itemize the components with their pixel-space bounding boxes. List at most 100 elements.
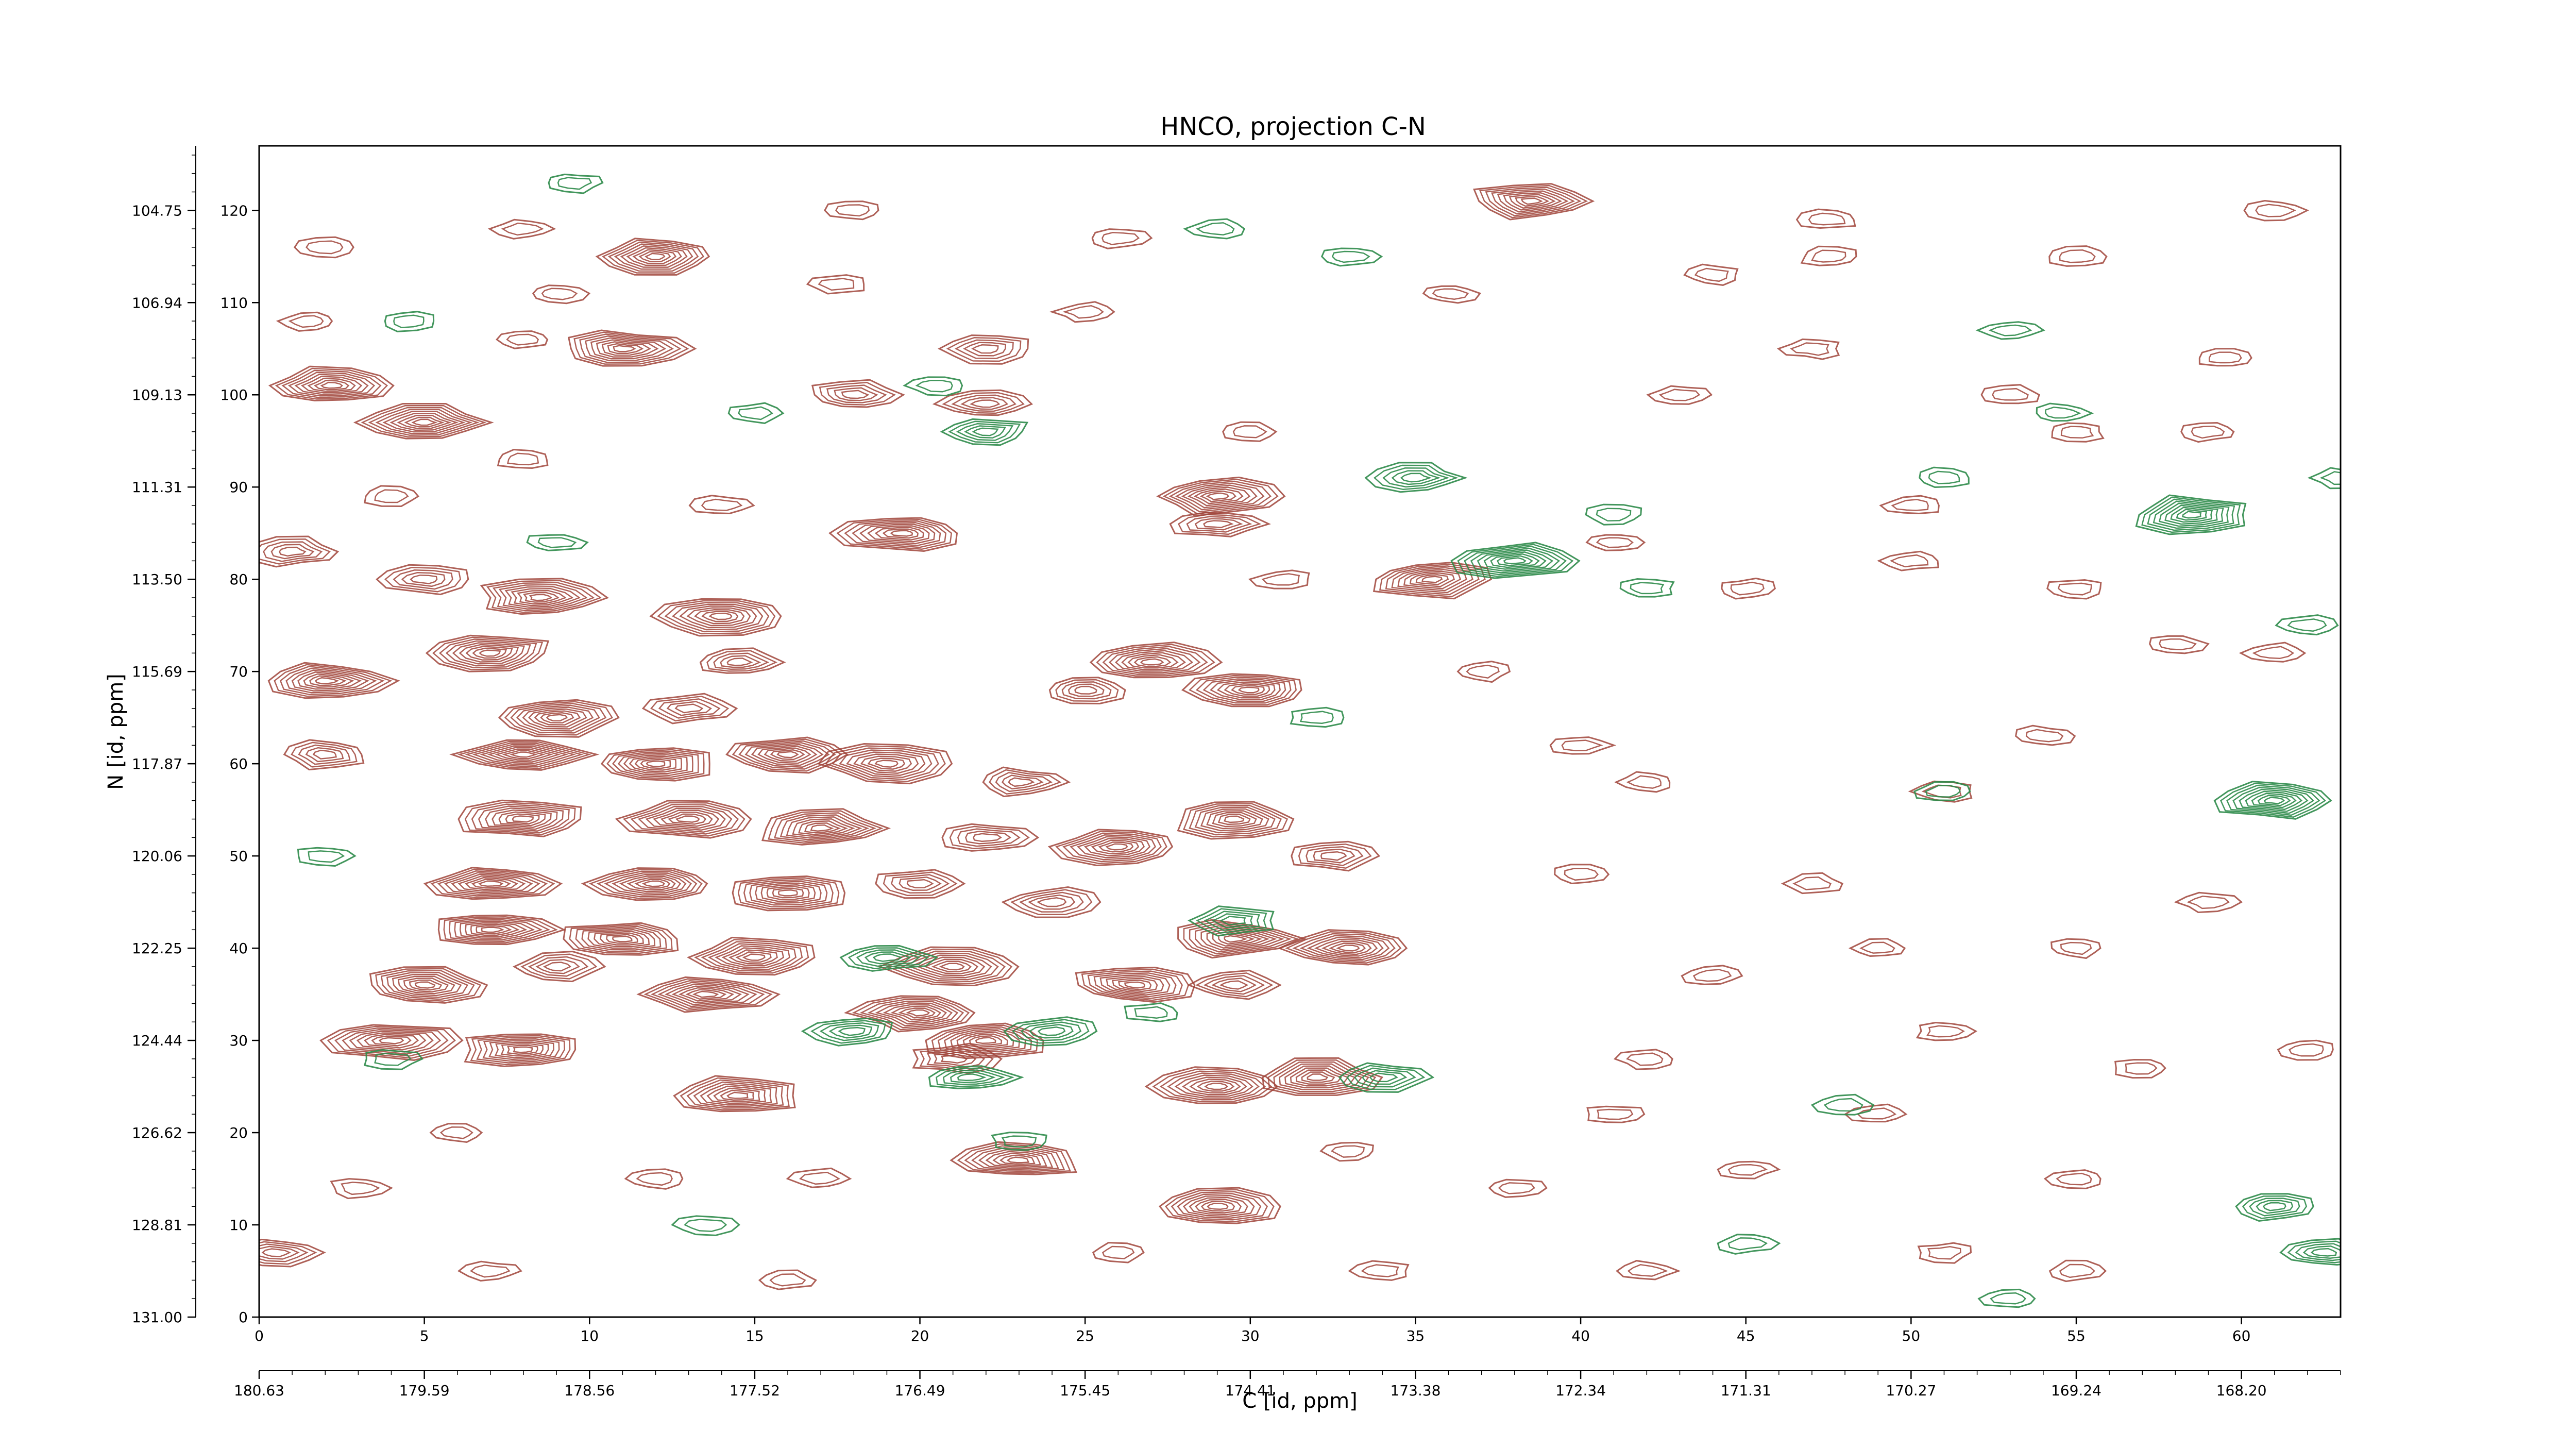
positive-peak xyxy=(932,389,1033,416)
contour-level xyxy=(1037,897,1067,907)
positive-peak xyxy=(1262,1057,1384,1096)
contour-level xyxy=(2051,422,2105,443)
positive-peak xyxy=(938,334,1029,365)
positive-peak xyxy=(2243,199,2310,222)
contour-level xyxy=(1320,247,1383,267)
positive-peak xyxy=(1291,840,1381,872)
contour-level xyxy=(1177,801,1295,840)
positive-peak xyxy=(1980,384,2040,405)
contour-level xyxy=(1917,1242,1972,1264)
positive-peak xyxy=(1222,421,1278,442)
contour-level xyxy=(1889,554,1929,568)
contour-level xyxy=(259,1238,326,1268)
contour-level xyxy=(464,877,518,890)
contour-level xyxy=(664,983,750,1005)
contour-level xyxy=(1614,771,1671,793)
positive-peak xyxy=(875,869,966,899)
positive-peak xyxy=(1158,1187,1281,1224)
contour-level xyxy=(768,810,884,844)
contour-level xyxy=(1267,1059,1377,1094)
contour-level xyxy=(1596,508,1632,522)
contour-level xyxy=(1781,872,1844,895)
contour-level xyxy=(2180,422,2235,443)
contour-level xyxy=(2255,204,2296,217)
contour-level xyxy=(1385,565,1480,596)
contour-level xyxy=(2262,1202,2286,1211)
contour-level xyxy=(528,956,589,977)
positive-peak xyxy=(758,1269,817,1290)
negative-peak xyxy=(2279,1238,2341,1266)
contour-level xyxy=(1199,490,1236,502)
positive-peak xyxy=(1879,495,1940,515)
contour-level xyxy=(522,706,594,730)
contour-level xyxy=(637,805,733,833)
positive-peak xyxy=(1800,245,1857,266)
contour-level xyxy=(951,394,1016,412)
positive-peak xyxy=(267,662,400,699)
negative-peak xyxy=(991,1132,1047,1151)
negative-peak xyxy=(1183,218,1246,240)
contour-level xyxy=(1203,975,1265,995)
contour-level xyxy=(1019,891,1084,913)
contour-level xyxy=(946,337,1022,362)
contour-level xyxy=(1195,972,1274,998)
contour-level xyxy=(819,382,896,406)
negative-peak xyxy=(1290,706,1345,728)
contour-level xyxy=(769,1273,806,1287)
contour-level xyxy=(457,1260,522,1282)
contour-level xyxy=(1694,267,1729,282)
contour-level xyxy=(543,962,572,972)
contour-level xyxy=(973,833,1002,843)
contour-level xyxy=(641,693,738,724)
x-index-tick-label: 50 xyxy=(1902,1327,1921,1344)
y-ppm-tick-label: 109.13 xyxy=(132,386,182,403)
contour-level xyxy=(320,381,343,389)
contour-level xyxy=(506,1044,538,1055)
contour-level xyxy=(692,990,719,998)
contour-level xyxy=(2176,509,2208,521)
contour-level xyxy=(1616,1260,1681,1280)
contour-level xyxy=(1364,462,1468,493)
contour-level xyxy=(1336,944,1360,952)
positive-peak xyxy=(2046,579,2102,600)
negative-peak xyxy=(384,311,435,332)
contour-level xyxy=(1077,836,1151,858)
contour-level xyxy=(622,802,745,837)
positive-peak xyxy=(1781,872,1844,895)
negative-peak xyxy=(1975,321,2045,340)
contour-level xyxy=(1415,574,1449,585)
contour-level xyxy=(954,339,1014,359)
contour-level xyxy=(569,924,673,954)
contour-level xyxy=(1204,1083,1229,1090)
x-index-tick-label: 15 xyxy=(745,1327,764,1344)
contour-level xyxy=(1262,1057,1384,1096)
contour-level xyxy=(2302,1245,2341,1259)
contour-level xyxy=(985,1151,1047,1168)
contour-level xyxy=(1222,421,1278,442)
positive-peak xyxy=(1248,569,1310,589)
contour-level xyxy=(650,696,730,722)
positive-peak xyxy=(1001,886,1101,918)
contour-level xyxy=(548,173,604,194)
contour-level xyxy=(1171,1191,1268,1221)
positive-peak xyxy=(806,274,865,295)
contour-level xyxy=(509,751,538,758)
contour-level xyxy=(1564,867,1599,881)
negative-peak xyxy=(1913,781,1971,801)
contour-level xyxy=(614,243,693,270)
contour-level xyxy=(1207,1202,1229,1210)
positive-peak xyxy=(429,1123,483,1143)
negative-peak xyxy=(2235,1193,2314,1222)
contour-level xyxy=(679,605,757,629)
contour-level xyxy=(438,638,537,669)
contour-level xyxy=(1105,843,1128,851)
contour-level xyxy=(1189,1079,1241,1094)
contour-level xyxy=(1188,905,1275,937)
contour-level xyxy=(1466,664,1500,679)
contour-level xyxy=(487,218,556,240)
contour-level xyxy=(1211,913,1253,929)
contour-level xyxy=(1200,1201,1235,1212)
y-ppm-tick-label: 115.69 xyxy=(132,663,182,680)
contour-level xyxy=(364,485,420,508)
